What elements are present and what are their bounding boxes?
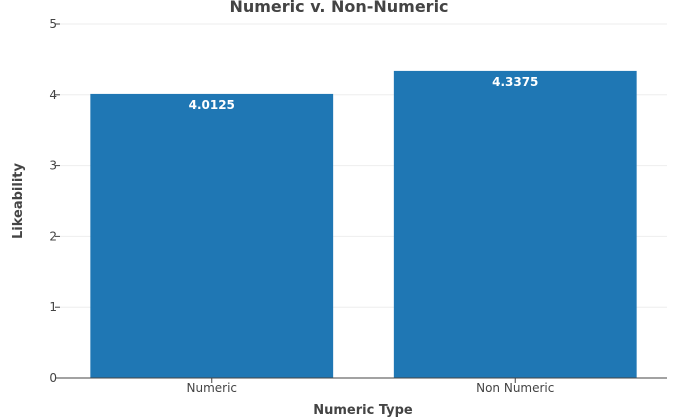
y-tick-label: 4 (49, 88, 57, 102)
y-tick-label: 3 (49, 159, 57, 173)
y-axis-title: Likeability (11, 162, 26, 239)
bar (393, 70, 637, 378)
y-tick-label: 5 (49, 17, 57, 31)
y-tick-label: 1 (49, 300, 57, 314)
y-tick-label: 2 (49, 229, 57, 243)
x-tick-label: Non Numeric (476, 381, 554, 395)
y-axis-ticks: 0 1 2 3 4 5 (49, 17, 60, 385)
x-axis-title: Numeric Type (313, 403, 413, 418)
bar-data-label: 4.0125 (189, 98, 235, 112)
bar-data-label: 4.3375 (492, 75, 538, 89)
bars: 4.0125 4.3375 (90, 70, 637, 378)
x-tick-label: Numeric (186, 381, 237, 395)
y-tick-label: 0 (49, 371, 57, 385)
bar (90, 93, 334, 378)
chart-title: Numeric v. Non-Numeric (229, 0, 448, 16)
x-axis-ticks: Numeric Non Numeric (186, 378, 554, 395)
